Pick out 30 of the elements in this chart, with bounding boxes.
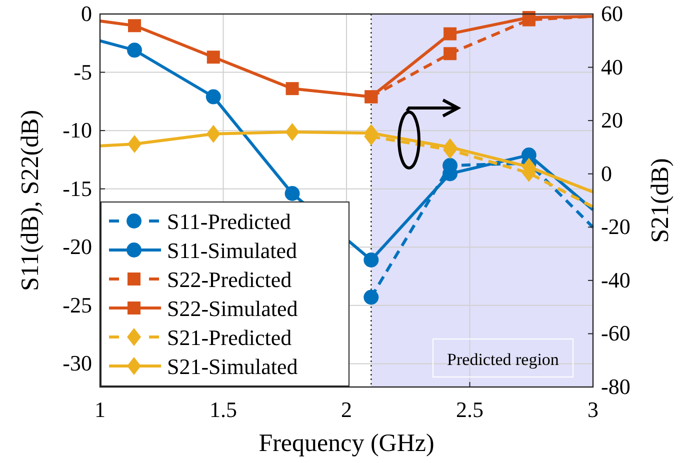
y-axis-title: S11(dB), S22(dB) (17, 110, 44, 292)
y2-axis-title: S21(dB) (647, 158, 674, 243)
y-tick-label: 0 (81, 1, 92, 26)
y2-tick-label: 60 (601, 1, 623, 26)
y-tick-label: -25 (62, 292, 92, 318)
y2-tick-label: -20 (601, 214, 630, 240)
x-tick-label: 3 (588, 397, 598, 422)
y-tick-label: -30 (62, 350, 92, 376)
y-tick-label: -10 (62, 118, 92, 143)
y-tick-label: -20 (62, 234, 92, 260)
x-tick-label: 2 (341, 397, 352, 422)
y-tick-label: -5 (74, 59, 92, 84)
x-tick-label: 2.5 (456, 397, 484, 422)
y2-tick-label: -40 (601, 267, 630, 292)
y2-tick-label: -80 (601, 374, 630, 399)
legend-label: S11-Predicted (167, 209, 291, 234)
legend-label: S22-Simulated (167, 296, 298, 321)
x-axis-title: Frequency (GHz) (258, 430, 434, 457)
y2-tick-label: 20 (601, 108, 623, 133)
y-tick-label: -15 (62, 176, 92, 201)
y2-tick-label: 40 (601, 54, 623, 80)
band-label: Predicted region (447, 350, 560, 369)
x-tick-label: 1 (94, 397, 106, 422)
legend-label: S21-Predicted (167, 325, 292, 350)
legend-label: S11-Simulated (167, 238, 297, 263)
y2-tick-label: 0 (601, 160, 612, 186)
y2-tick-label: -60 (601, 320, 630, 346)
x-tick-label: 1.5 (210, 397, 237, 422)
legend-label: S21-Simulated (167, 354, 298, 379)
legend-label: S22-Predicted (167, 267, 292, 292)
